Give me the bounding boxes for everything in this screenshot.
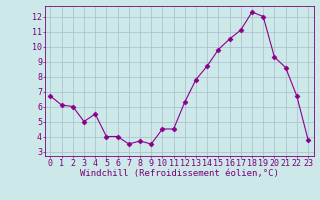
- X-axis label: Windchill (Refroidissement éolien,°C): Windchill (Refroidissement éolien,°C): [80, 169, 279, 178]
